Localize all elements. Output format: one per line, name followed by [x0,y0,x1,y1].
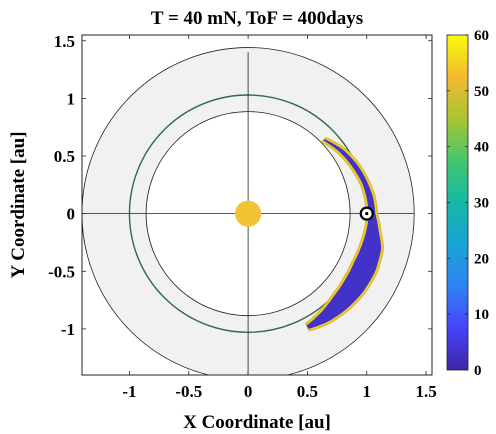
colorbar-tick-label: 40 [474,140,489,156]
chart-title: T = 40 mN, ToF = 400days [151,8,363,29]
y-tick-label: 1.5 [54,32,75,51]
colorbar [446,34,469,371]
y-axis-ticks: -1 -0.5 0 0.5 1 1.5 [48,32,432,339]
colorbar-tick-label: 10 [474,307,489,323]
x-axis-label: X Coordinate [au] [183,412,331,433]
reachable-region-core [306,139,382,329]
x-tick-label: -0.5 [175,382,202,401]
x-tick-label: 1 [362,382,371,401]
plot-area [82,35,432,375]
x-axis-ticks: -1 -0.5 0 0.5 1 1.5 [122,35,437,401]
y-tick-label: -0.5 [48,262,75,281]
y-tick-label: 1 [67,89,76,108]
colorbar-ticks: 0 10 20 30 40 50 60 [447,28,489,379]
colorbar-tick-label: 20 [474,251,489,267]
y-tick-label: 0 [67,205,76,224]
colorbar-tick-label: 30 [474,196,489,212]
y-axis-label: Y Coordinate [au] [8,131,29,278]
colorbar-tick-label: 60 [474,28,489,44]
sun-marker [235,200,262,227]
x-tick-label: 1.5 [415,382,436,401]
y-tick-label: -1 [61,320,75,339]
colorbar-tick-label: 50 [474,84,489,100]
y-tick-label: 0.5 [54,147,75,166]
colorbar-tick-label: 0 [474,363,482,379]
earth-center-dot [365,212,369,216]
x-tick-label: 0.5 [297,382,318,401]
plot-frame [81,34,433,376]
x-tick-label: 0 [244,382,253,401]
x-tick-label: -1 [122,382,136,401]
